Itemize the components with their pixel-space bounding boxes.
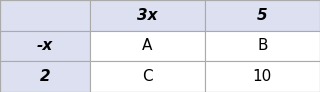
Text: 10: 10 bbox=[253, 69, 272, 84]
Text: C: C bbox=[142, 69, 153, 84]
Bar bbox=[0, 31, 90, 61]
Bar bbox=[0, 0, 90, 31]
Bar bbox=[0, 61, 90, 92]
Text: 5: 5 bbox=[257, 8, 268, 23]
Bar bbox=[205, 61, 320, 92]
Bar bbox=[205, 0, 320, 31]
Text: 2: 2 bbox=[39, 69, 50, 84]
Bar bbox=[90, 0, 205, 31]
Text: -x: -x bbox=[37, 38, 53, 53]
Text: B: B bbox=[257, 38, 268, 53]
Bar bbox=[205, 31, 320, 61]
Text: A: A bbox=[142, 38, 152, 53]
Text: 3x: 3x bbox=[137, 8, 157, 23]
Bar bbox=[90, 61, 205, 92]
Bar bbox=[90, 31, 205, 61]
